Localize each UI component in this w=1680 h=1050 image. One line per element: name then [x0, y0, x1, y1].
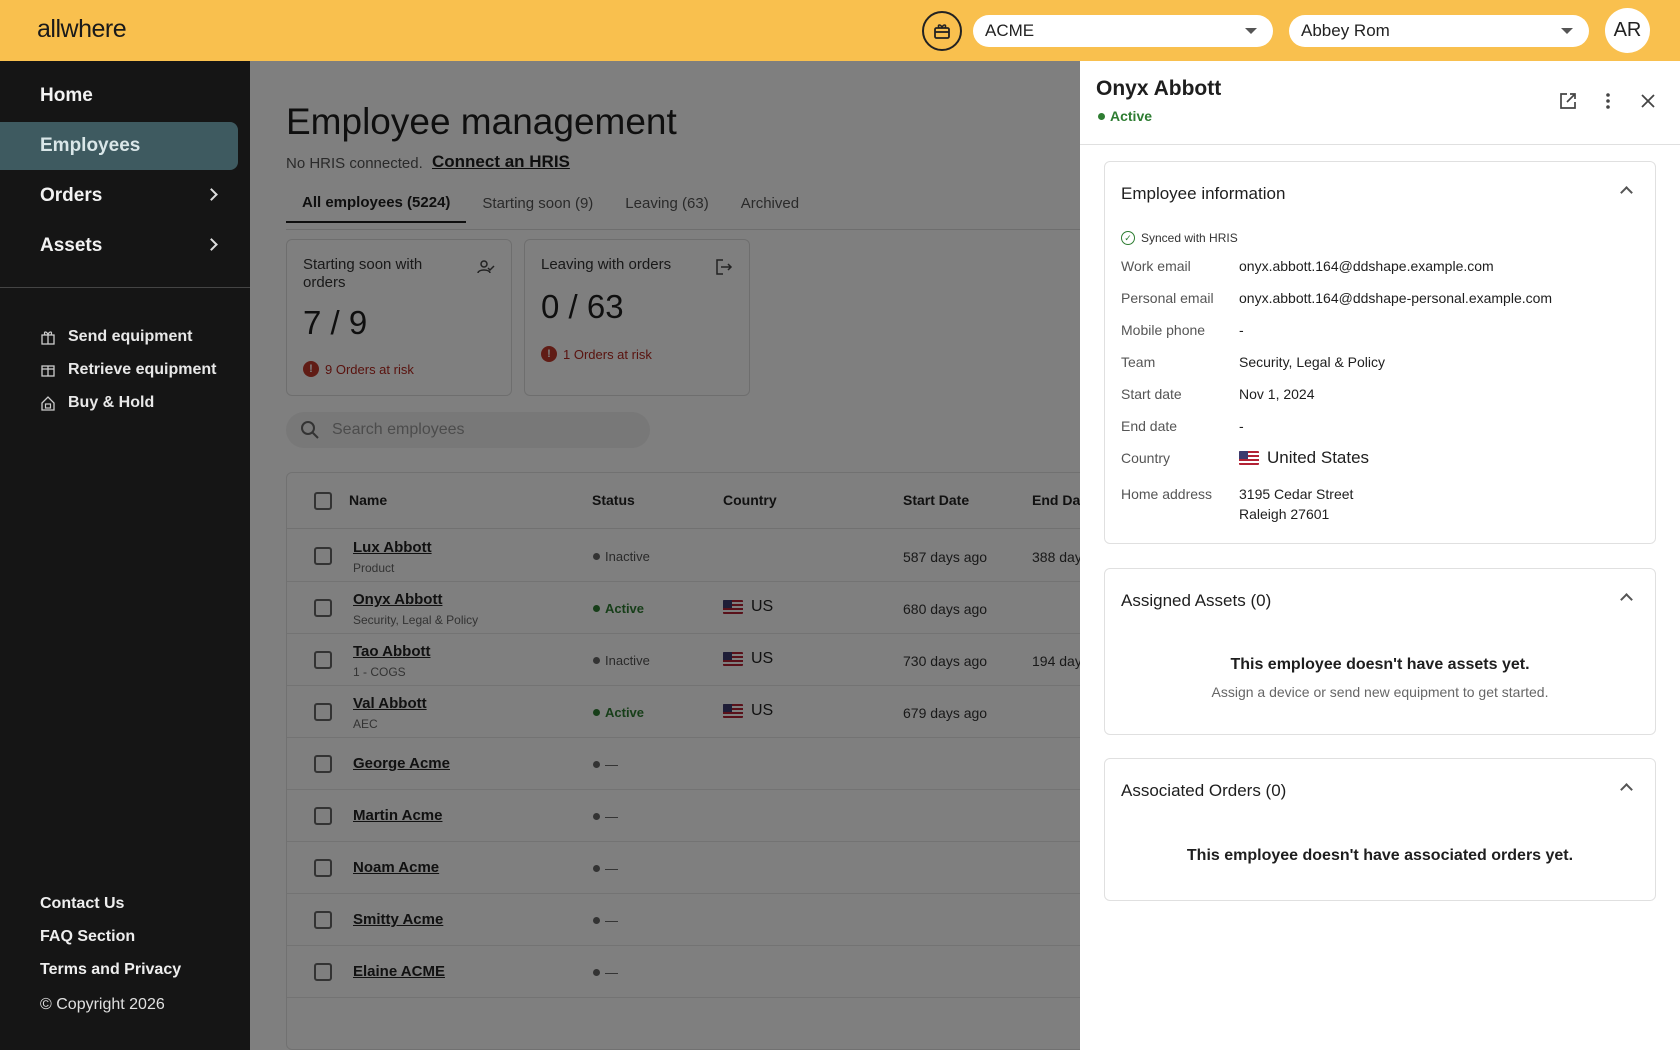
caret-down-icon — [1561, 28, 1573, 34]
info-value: Security, Legal & Policy — [1239, 354, 1386, 370]
info-label: Country — [1121, 450, 1171, 466]
info-value: Nov 1, 2024 — [1239, 386, 1315, 402]
section-title: Employee information — [1121, 184, 1286, 203]
action-label: Retrieve equipment — [68, 361, 217, 378]
info-label: End date — [1121, 418, 1178, 434]
sidebar-item-employees[interactable]: Employees — [0, 122, 238, 170]
drawer-status-label: Active — [1110, 108, 1153, 124]
action-label: Buy & Hold — [68, 394, 155, 411]
info-label: Mobile phone — [1121, 322, 1206, 338]
us-flag-icon — [1239, 451, 1259, 465]
info-label: Work email — [1121, 258, 1191, 274]
employee-info-section: Employee information ✓ Synced with HRIS W… — [1104, 161, 1656, 544]
check-circle-icon: ✓ — [1121, 231, 1135, 245]
assets-empty-title: This employee doesn't have assets yet. — [1230, 656, 1530, 673]
user-select[interactable]: Abbey Rom — [1289, 15, 1589, 47]
avatar[interactable]: AR — [1605, 8, 1650, 53]
close-icon[interactable] — [1637, 90, 1659, 112]
more-vert-icon[interactable] — [1597, 90, 1619, 112]
assigned-assets-section: Assigned Assets (0) This employee doesn'… — [1104, 568, 1656, 735]
chevron-up-icon[interactable] — [1620, 593, 1633, 606]
employee-drawer: Onyx Abbott Active Employee information … — [1080, 61, 1680, 1050]
terms-link[interactable]: Terms and Privacy — [40, 961, 182, 978]
chevron-up-icon[interactable] — [1620, 783, 1633, 796]
sync-label: Synced with HRIS — [1141, 231, 1238, 245]
sidebar-item-home[interactable]: Home — [0, 72, 238, 120]
info-value: - — [1239, 418, 1244, 434]
sidebar-item-label: Orders — [40, 185, 103, 206]
sidebar-divider — [0, 287, 250, 288]
org-select[interactable]: ACME — [973, 15, 1273, 47]
sidebar-item-label: Employees — [40, 135, 141, 156]
status-dot — [1098, 112, 1105, 120]
sidebar-item-orders[interactable]: Orders — [0, 172, 238, 220]
home-box-icon — [40, 395, 56, 411]
faq-link[interactable]: FAQ Section — [40, 928, 136, 945]
section-title: Associated Orders (0) — [1121, 781, 1287, 800]
user-select-value: Abbey Rom — [1301, 21, 1390, 40]
chevron-up-icon[interactable] — [1620, 186, 1633, 199]
logo[interactable]: allwhere — [37, 15, 127, 43]
associated-orders-section: Associated Orders (0) This employee does… — [1104, 758, 1656, 901]
info-label: Start date — [1121, 386, 1182, 402]
sidebar-item-label: Home — [40, 85, 93, 106]
box-icon — [40, 362, 56, 378]
sync-status: ✓ Synced with HRIS — [1121, 231, 1238, 245]
send-equipment-link[interactable]: Send equipment — [40, 325, 192, 349]
info-value: 3195 Cedar Street — [1239, 486, 1354, 502]
sidebar: Home Employees Orders Assets Send equipm… — [0, 61, 250, 1050]
gift-icon — [40, 329, 56, 345]
open-external-icon[interactable] — [1557, 90, 1579, 112]
chevron-right-icon — [205, 188, 218, 201]
drawer-divider — [1080, 144, 1680, 145]
info-value: - — [1239, 322, 1244, 338]
info-value-line2: Raleigh 27601 — [1239, 506, 1330, 522]
section-title: Assigned Assets (0) — [1121, 591, 1272, 610]
action-label: Send equipment — [68, 328, 193, 345]
caret-down-icon — [1245, 28, 1257, 34]
org-select-value: ACME — [985, 21, 1035, 40]
contact-us-link[interactable]: Contact Us — [40, 895, 125, 912]
gift-icon — [934, 24, 950, 39]
orders-empty-title: This employee doesn't have associated or… — [1186, 847, 1574, 864]
info-label: Personal email — [1121, 290, 1214, 306]
chevron-right-icon — [205, 238, 218, 251]
top-bar: allwhere ACME Abbey Rom AR — [0, 0, 1680, 61]
info-value: onyx.abbott.164@ddshape-personal.example… — [1239, 290, 1553, 306]
buy-hold-link[interactable]: Buy & Hold — [40, 391, 154, 415]
assets-empty-subtitle: Assign a device or send new equipment to… — [1211, 684, 1549, 700]
gift-button[interactable] — [922, 11, 962, 51]
country-value: United States — [1267, 448, 1370, 467]
sidebar-item-assets[interactable]: Assets — [0, 222, 238, 270]
info-value: onyx.abbott.164@ddshape.example.com — [1239, 258, 1494, 274]
sidebar-item-label: Assets — [40, 235, 103, 256]
info-label: Home address — [1121, 486, 1213, 502]
info-label: Team — [1121, 354, 1156, 370]
info-value: United States — [1239, 448, 1369, 468]
copyright: © Copyright 2026 — [40, 996, 165, 1013]
drawer-employee-name: Onyx Abbott — [1096, 77, 1222, 100]
retrieve-equipment-link[interactable]: Retrieve equipment — [40, 358, 216, 382]
drawer-status: Active — [1098, 108, 1152, 124]
